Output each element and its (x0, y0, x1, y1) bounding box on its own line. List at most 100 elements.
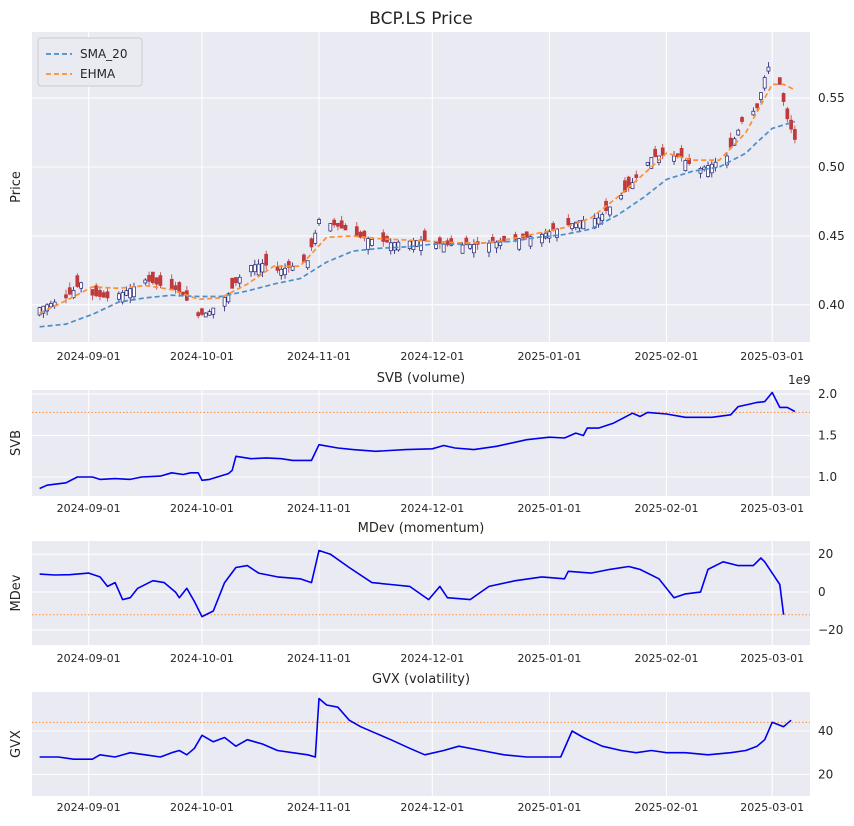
x-tick-label: 2024-10-01 (170, 502, 234, 515)
candle-up (596, 217, 601, 225)
x-tick-label: 2024-09-01 (57, 652, 121, 665)
candle-down (343, 224, 348, 231)
x-tick-label: 2024-10-01 (170, 652, 234, 665)
plot-area (32, 692, 810, 796)
candle-down (94, 285, 99, 297)
panel-title: BCP.LS Price (369, 9, 472, 29)
series-line-main (39, 549, 785, 618)
candle-up (396, 241, 401, 251)
candle-down (381, 232, 386, 242)
series-line-sma-20 (39, 120, 796, 328)
candle-down (777, 77, 782, 85)
y-tick-label: 20 (818, 547, 833, 561)
candle-down (653, 148, 658, 158)
candle-up (305, 260, 310, 269)
candle-up (143, 279, 148, 284)
x-tick-label: 2025-02-01 (635, 502, 699, 515)
candle-down (660, 147, 665, 156)
candle-up (124, 290, 129, 296)
candle-down (147, 275, 151, 282)
candle-down (728, 137, 733, 148)
candle-up (762, 77, 767, 89)
candle-up (207, 311, 212, 316)
y-tick-label: 0.40 (818, 298, 845, 312)
candle-down (362, 230, 367, 239)
candle-up (600, 213, 605, 221)
y-axis-label: SVB (9, 430, 24, 456)
y-tick-label: 0.50 (818, 160, 845, 174)
candle-down (789, 119, 793, 130)
candle-down (101, 292, 106, 298)
y-axis-label: GVX (9, 730, 24, 758)
candle-down (634, 174, 639, 178)
candle-down (339, 220, 344, 229)
candle-up (328, 223, 333, 232)
candle-up (117, 293, 121, 300)
candle-up (649, 157, 654, 169)
candle-up (468, 244, 472, 249)
series-line-main (39, 697, 792, 760)
candle-up (290, 265, 295, 271)
candle-up (283, 267, 287, 276)
marks (32, 697, 810, 760)
x-tick-label: 2024-12-01 (400, 652, 464, 665)
panel-4: 2024-09-01 2024-10-01 2024-11-01 2024-12-01… (9, 672, 833, 814)
x-tick-label: 2024-12-01 (400, 502, 464, 515)
candle-down (286, 261, 291, 268)
y-tick-label: 2.0 (818, 387, 837, 401)
legend-label: SMA_20 (80, 47, 127, 61)
candle-up (132, 286, 136, 298)
candle-down (200, 308, 204, 315)
marks (37, 62, 797, 328)
candle-up (766, 66, 771, 72)
candle-down (422, 230, 427, 242)
x-tick-label: 2025-01-01 (517, 502, 581, 515)
candle-up (237, 276, 242, 284)
x-tick-label: 2025-01-01 (517, 652, 581, 665)
panel-2: 2024-09-01 2024-10-01 2024-11-01 2024-12-01… (9, 371, 837, 515)
x-tick-label: 2025-03-01 (740, 502, 804, 515)
candle-up (203, 312, 208, 318)
plot-area (32, 32, 810, 342)
x-tick-label: 2024-11-01 (287, 502, 351, 515)
candle-up (573, 221, 578, 228)
candle-up (388, 242, 393, 252)
series-line-ehma (39, 83, 796, 314)
y-tick-label: 1.0 (818, 470, 837, 484)
candle-up (37, 307, 42, 316)
candle-down (785, 108, 790, 120)
candle-down (438, 237, 442, 244)
candle-up (41, 305, 46, 314)
candle-up (547, 231, 552, 239)
x-tick-label: 2025-01-01 (517, 350, 581, 363)
x-tick-label: 2024-12-01 (400, 350, 464, 363)
candle-up (487, 242, 491, 253)
x-tick-label: 2024-11-01 (287, 801, 351, 814)
candle-down (158, 275, 163, 286)
candle-up (645, 162, 650, 166)
plot-area (32, 390, 810, 496)
candle-down (502, 235, 506, 242)
candle-down (336, 222, 340, 227)
candle-up (607, 206, 612, 216)
candle-down (755, 103, 759, 109)
candle-down (173, 285, 178, 290)
x-tick-label: 2024-11-01 (287, 652, 351, 665)
candle-down (64, 294, 68, 299)
candle-down (275, 266, 280, 271)
x-tick-label: 2025-03-01 (740, 652, 804, 665)
x-tick-label: 2024-10-01 (170, 350, 234, 363)
candle-down (169, 278, 174, 289)
candle-down (98, 290, 102, 297)
y-tick-label: 0.45 (818, 229, 845, 243)
candle-up (313, 232, 318, 244)
candle-up (317, 219, 321, 224)
candle-up (751, 110, 756, 116)
panel-3: 2024-09-01 2024-10-01 2024-11-01 2024-12-01… (9, 521, 843, 665)
candle-up (415, 240, 420, 247)
candle-up (252, 264, 257, 273)
x-tick-label: 2024-10-01 (170, 801, 234, 814)
x-tick-label: 2025-03-01 (740, 801, 804, 814)
candle-up (577, 220, 582, 229)
